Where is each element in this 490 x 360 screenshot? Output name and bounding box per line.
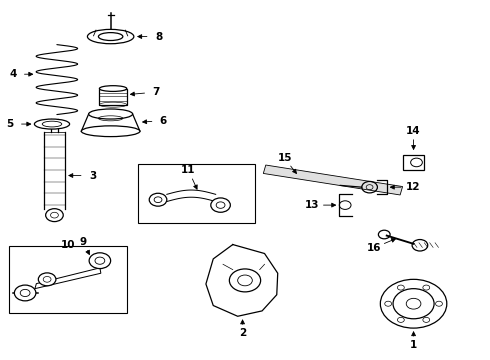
Text: 7: 7: [152, 87, 160, 97]
Ellipse shape: [89, 109, 133, 119]
Text: 15: 15: [277, 153, 292, 163]
Text: 4: 4: [9, 69, 17, 79]
Text: 14: 14: [406, 126, 421, 135]
Circle shape: [149, 193, 167, 206]
Text: 5: 5: [6, 119, 14, 129]
Text: 2: 2: [239, 328, 246, 338]
Bar: [9, 246, 127, 313]
Text: 8: 8: [155, 32, 162, 41]
Text: 12: 12: [405, 182, 420, 192]
Ellipse shape: [34, 119, 70, 129]
Text: 9: 9: [79, 237, 87, 247]
Bar: [99, 89, 127, 105]
Text: 6: 6: [160, 116, 167, 126]
Ellipse shape: [81, 126, 140, 136]
Circle shape: [38, 273, 56, 286]
Text: 1: 1: [410, 340, 417, 350]
Bar: [138, 164, 255, 223]
Text: 11: 11: [181, 165, 196, 175]
Polygon shape: [263, 165, 403, 195]
Circle shape: [14, 285, 36, 301]
Text: 10: 10: [61, 240, 75, 250]
Text: 16: 16: [367, 243, 381, 253]
Circle shape: [211, 198, 230, 212]
Circle shape: [89, 253, 111, 269]
Text: 3: 3: [89, 171, 96, 180]
Bar: [403, 154, 424, 170]
Circle shape: [46, 209, 63, 222]
Text: 13: 13: [305, 200, 319, 210]
Ellipse shape: [99, 86, 127, 91]
